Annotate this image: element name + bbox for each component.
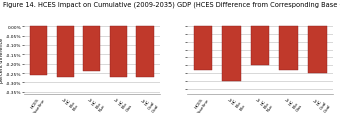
Bar [56,27,74,77]
Bar [308,27,326,74]
Y-axis label: percent difference: percent difference [0,38,4,82]
Bar [30,27,47,75]
Text: Figure 14. HCES Impact on Cumulative (2009-2035) GDP (HCES Difference from Corre: Figure 14. HCES Impact on Cumulative (20… [3,1,340,8]
Bar [194,27,212,70]
Bar [83,27,100,72]
Bar [222,27,241,81]
Bar [251,27,269,66]
Bar [110,27,127,77]
Bar [136,27,154,77]
Bar [279,27,298,70]
